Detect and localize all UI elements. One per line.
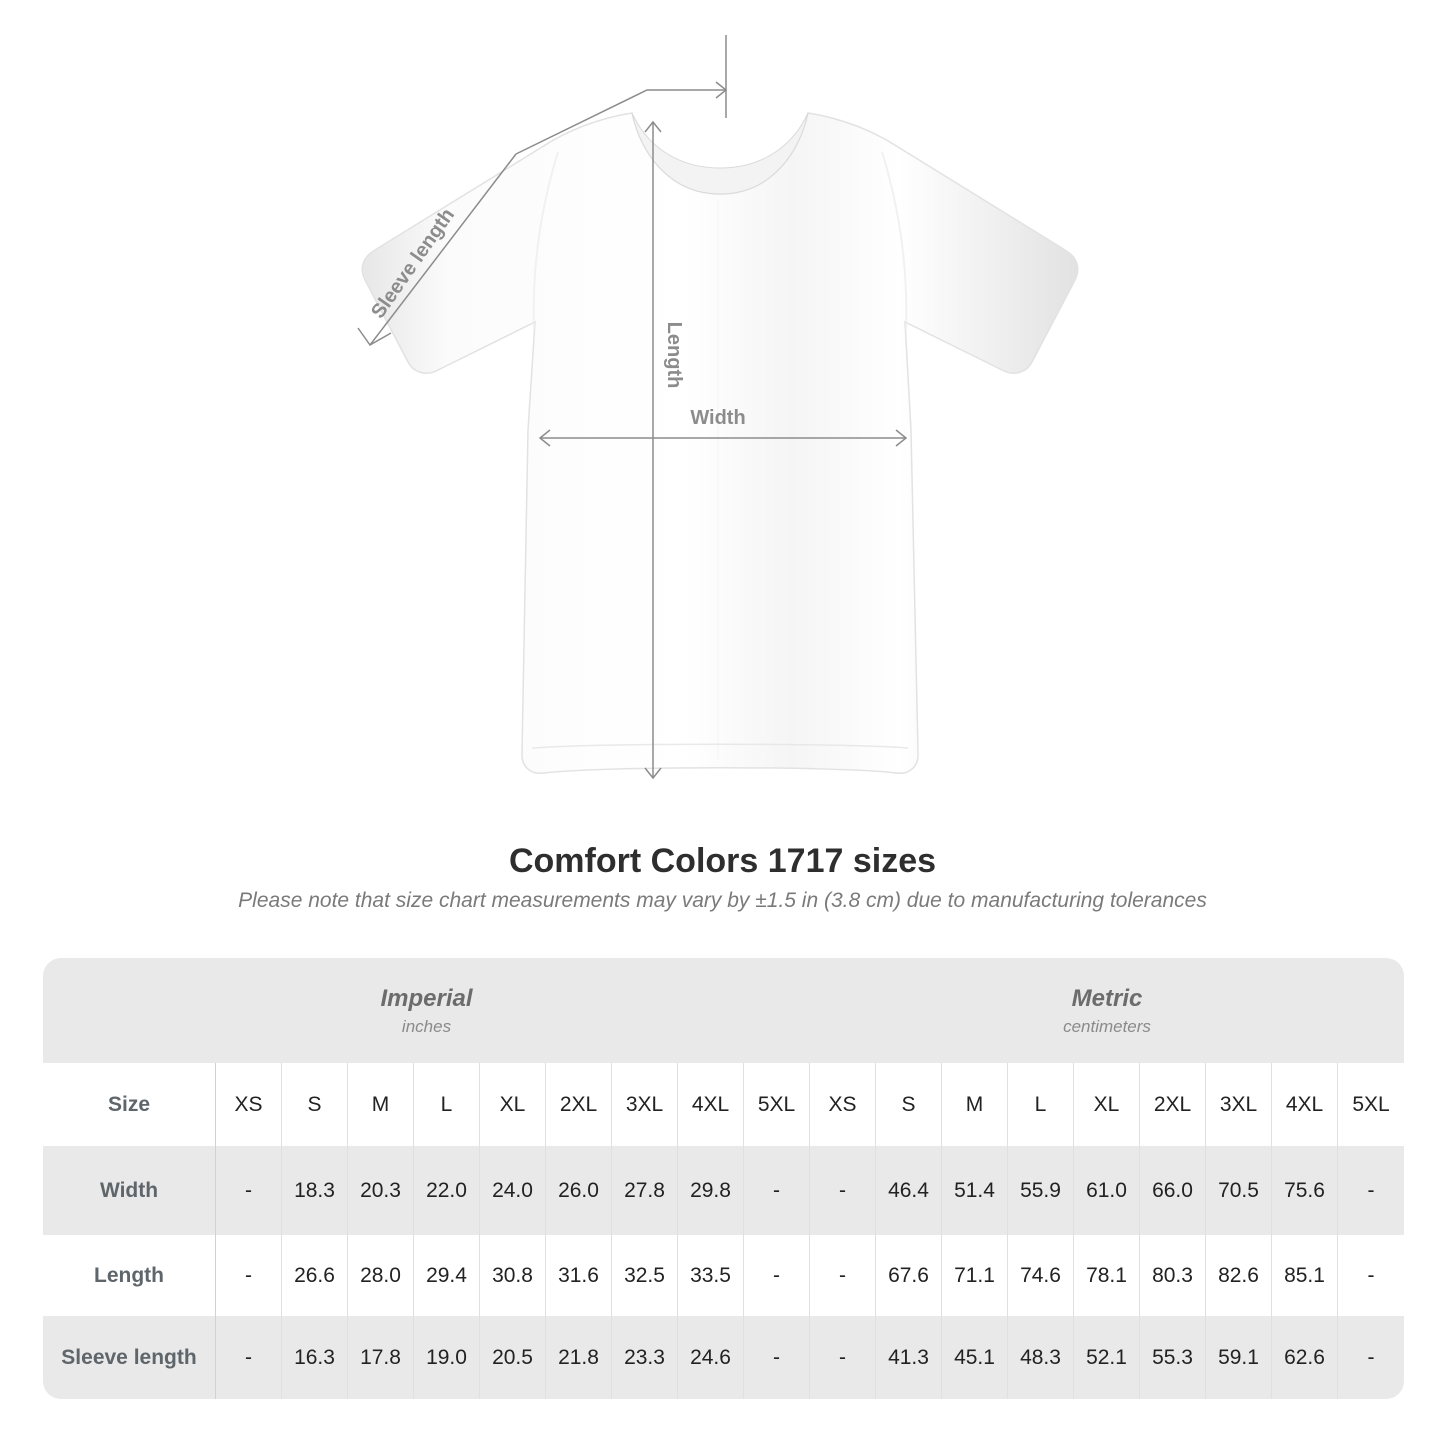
- svg-text:Length: Length: [663, 322, 685, 389]
- svg-text:Width: Width: [690, 407, 745, 429]
